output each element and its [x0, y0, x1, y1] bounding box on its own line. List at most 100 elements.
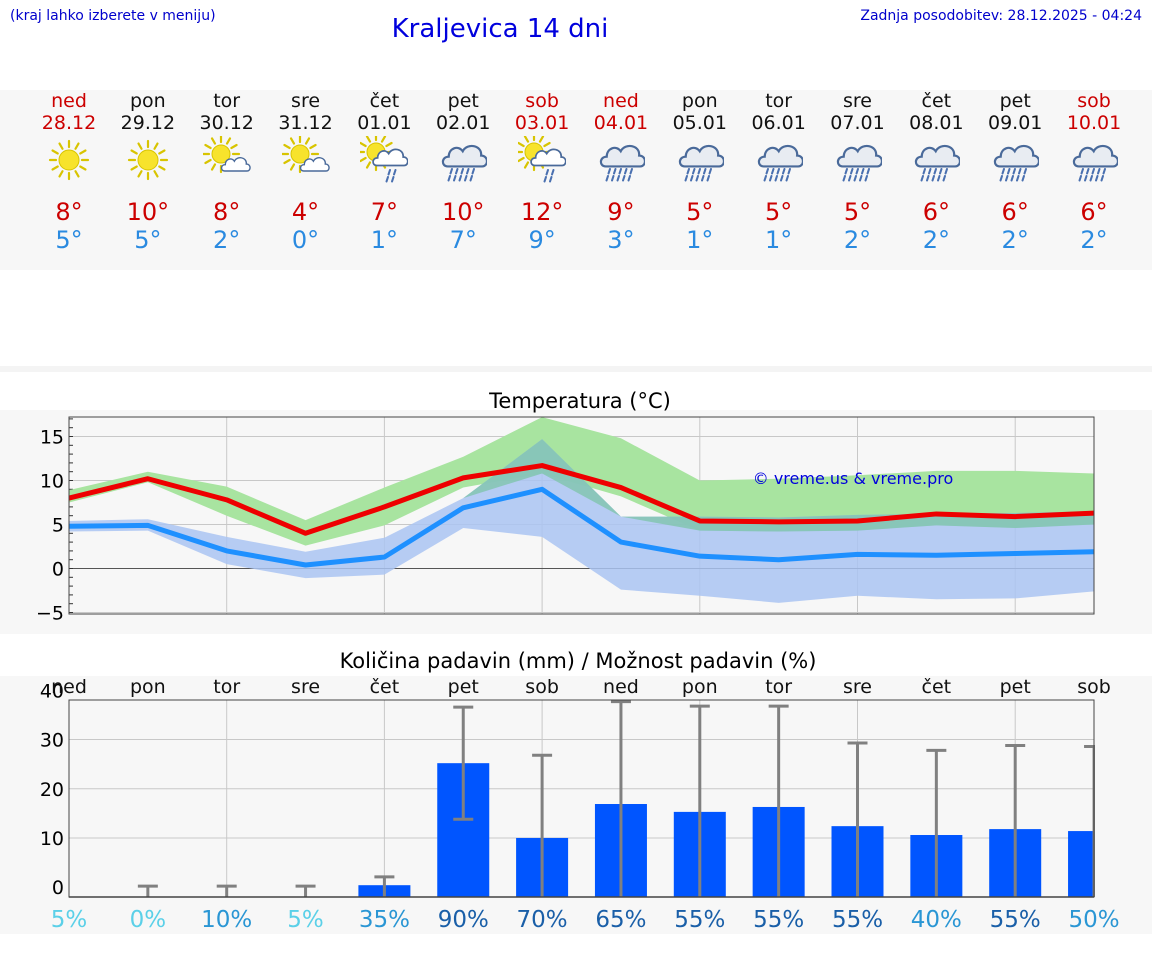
page-title: Kraljevica 14 dni [391, 14, 609, 44]
sun-cloud-icon [281, 136, 330, 174]
day-name: sob [1077, 90, 1111, 112]
day-column: ned 04.01 9° 3° [581, 90, 661, 270]
y-tick-label: 5 [52, 515, 64, 537]
precip-probability: 55% [832, 907, 883, 933]
day-date: 29.12 [120, 112, 176, 134]
day-column: sob 10.01 6° 2° [1054, 90, 1134, 270]
day-column: sre 07.01 5° 2° [818, 90, 898, 270]
precipitation-chart: Količina padavin (mm) / Možnost padavin … [40, 649, 1120, 933]
rain-icon [599, 144, 645, 182]
separator-band [0, 366, 1152, 372]
y-tick-label: 10 [40, 471, 64, 493]
precip-day-label: sre [843, 676, 872, 698]
day-column: pon 29.12 10° 5° [108, 90, 188, 270]
temp-min: 2° [213, 226, 241, 254]
temp-min: 0° [291, 226, 320, 254]
day-date: 10.01 [1066, 112, 1122, 134]
day-column: čet 08.01 6° 2° [896, 90, 976, 270]
watermark: © vreme.us & vreme.pro [753, 469, 954, 488]
precip-day-label: pon [130, 676, 166, 698]
day-name: tor [213, 90, 241, 112]
day-name: čet [921, 90, 952, 112]
max-temp-line [69, 463, 1094, 536]
day-name: pet [447, 90, 479, 112]
rain-icon [442, 144, 488, 182]
day-date: 05.01 [672, 112, 727, 134]
day-column: pon 05.01 5° 1° [660, 90, 740, 270]
y-tick-label: 20 [40, 779, 64, 801]
precip-day-label: sre [291, 676, 320, 698]
temp-max: 5° [765, 198, 793, 226]
day-name: pet [999, 90, 1031, 112]
day-date: 02.01 [436, 112, 491, 134]
temp-max: 8° [55, 198, 83, 226]
rain-icon [678, 144, 724, 182]
precip-day-label: tor [765, 676, 792, 698]
temp-max: 4° [291, 198, 320, 226]
precip-day-label: pet [1000, 676, 1031, 698]
day-column: tor 30.12 8° 2° [187, 90, 267, 270]
day-date: 06.01 [751, 112, 806, 134]
y-tick-label: 30 [40, 730, 64, 752]
y-tick-label: 40 [40, 680, 64, 702]
temp-min: 2° [1001, 226, 1029, 254]
day-date: 30.12 [199, 112, 254, 134]
temperature-chart-title: Temperatura (°C) [488, 389, 671, 413]
temp-min: 2° [843, 226, 872, 254]
sun-icon [127, 139, 168, 181]
temperature-plot-frame [68, 416, 1095, 615]
precip-day-label: sob [525, 676, 559, 698]
precip-day-label: pet [448, 676, 479, 698]
y-tick-label: 0 [52, 877, 64, 899]
temp-min: 5° [55, 226, 83, 254]
day-name: tor [765, 90, 793, 112]
day-name: sre [843, 90, 872, 112]
precip-probability: 55% [674, 907, 725, 933]
precip-probability: 5% [51, 907, 88, 933]
day-column: tor 06.01 5° 1° [739, 90, 819, 270]
temp-min: 5° [134, 226, 162, 254]
y-tick-label: 0 [52, 559, 64, 581]
forecast-strip: ned 28.12 8° 5° pon 29.12 10° 5° tor 30.12 8° 2° sre… [0, 90, 1152, 270]
temp-min: 1° [686, 226, 714, 254]
precip-day-label: čet [370, 676, 400, 698]
day-name: pon [129, 90, 166, 112]
temperature-chart: Temperatura (°C) −5 0 5 10 15 © vreme.us & vre… [36, 389, 1095, 625]
precip-bar [1068, 831, 1095, 897]
precipitation-plot-frame [68, 699, 1095, 898]
precip-day-label: čet [922, 676, 952, 698]
precip-probability: 55% [753, 907, 804, 933]
sun-rain-icon [360, 136, 409, 183]
rain-icon [836, 144, 882, 182]
day-name: sre [291, 90, 321, 112]
precip-probability: 40% [911, 907, 962, 933]
rain-icon [915, 144, 961, 182]
temp-min: 2° [1080, 226, 1108, 254]
temp-max: 6° [1080, 198, 1108, 226]
day-column: sre 31.12 4° 0° [266, 90, 346, 270]
temp-max: 5° [843, 198, 872, 226]
precip-probability: 35% [359, 907, 410, 933]
precip-probability: 65% [595, 907, 646, 933]
day-name: ned [603, 90, 639, 112]
temp-min: 2° [922, 226, 950, 254]
y-tick-label: −5 [36, 603, 64, 625]
day-column: sob 03.01 12° 9° [502, 90, 582, 270]
precipitation-chart-title: Količina padavin (mm) / Možnost padavin … [340, 649, 817, 673]
temp-max: 6° [922, 198, 950, 226]
day-name: čet [369, 90, 400, 112]
temp-min: 1° [765, 226, 793, 254]
precip-probability: 0% [130, 907, 167, 933]
temp-max: 8° [213, 198, 241, 226]
precip-day-label: sob [1077, 676, 1111, 698]
day-date: 09.01 [987, 112, 1043, 134]
day-date: 01.01 [357, 112, 412, 134]
y-tick-label: 10 [40, 828, 64, 850]
precip-probability: 55% [990, 907, 1041, 933]
day-date: 03.01 [514, 112, 570, 134]
location-hint: (kraj lahko izberete v meniju) [10, 8, 216, 24]
temp-max: 9° [607, 198, 635, 226]
temp-max: 12° [520, 198, 564, 226]
precip-probability: 70% [517, 907, 568, 933]
